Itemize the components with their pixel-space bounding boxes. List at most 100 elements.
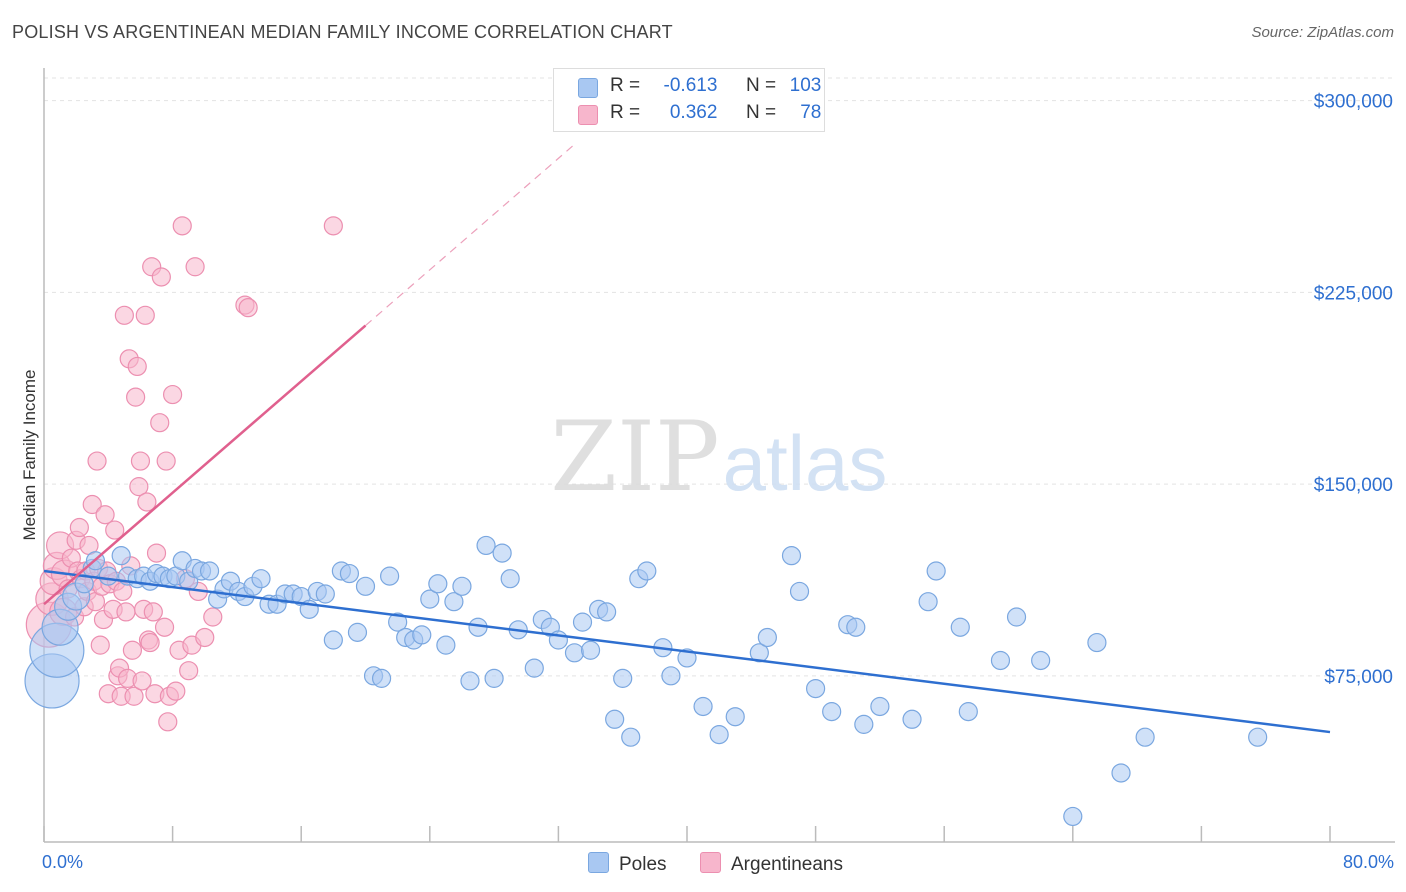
argentinean-point (130, 451, 151, 471)
poles-point (597, 602, 617, 622)
poles-legend-swatch (588, 852, 609, 873)
argentinean-point (82, 494, 102, 515)
poles-point (870, 696, 890, 717)
poles-trend-line (43, 569, 1331, 734)
argentinean-point (203, 607, 223, 627)
y-tick-label: $300,000 (1314, 92, 1393, 113)
poles-point (822, 702, 842, 722)
y-tick-labels: $75,000 $150,000 $225,000 $300,000 (1314, 92, 1393, 688)
poles-point (990, 650, 1011, 671)
poles-point (725, 707, 745, 727)
poles-point (709, 725, 729, 745)
chart-title: POLISH VS ARGENTINEAN MEDIAN FAMILY INCO… (12, 22, 673, 42)
poles-point (1006, 607, 1027, 627)
poles-point (388, 612, 408, 632)
argentineans-legend-swatch (700, 852, 721, 873)
poles-point (605, 709, 625, 729)
poles-point (1087, 632, 1107, 653)
poles-point (199, 561, 220, 581)
legend-r-value: -0.613 (663, 75, 718, 96)
poles-point (1135, 727, 1155, 747)
argentinean-point (140, 632, 160, 653)
argentinean-point (87, 451, 107, 471)
poles-point (98, 566, 118, 586)
argentinean-point (129, 477, 149, 497)
poles-point (846, 617, 866, 637)
poles-point (444, 592, 464, 612)
poles-point (524, 658, 544, 678)
poles-point (637, 561, 657, 581)
poles-point (1031, 650, 1051, 671)
poles-point (1063, 806, 1083, 827)
y-tick-label: $225,000 (1314, 283, 1393, 304)
argentinean-point (150, 413, 170, 433)
poles-point (572, 612, 593, 632)
argentinean-point (323, 216, 343, 236)
argentinean-point (126, 387, 146, 407)
poles-legend-label: Poles (619, 854, 667, 875)
argentinean-point (69, 517, 89, 538)
poles-point (950, 617, 970, 637)
trend-lines (43, 143, 1331, 734)
argentinean-point (137, 492, 157, 512)
poles-swatch (578, 78, 598, 98)
poles-point (621, 727, 641, 747)
legend-item-poles: Poles (588, 852, 667, 876)
argentinean-point (172, 216, 192, 236)
poles-point (958, 702, 978, 722)
legend-n-label: N = (745, 102, 777, 123)
argentinean-point (163, 384, 183, 405)
argentinean-point (90, 635, 110, 655)
poles-point (371, 668, 392, 688)
legend-n-value: 103 (789, 75, 822, 96)
poles-point (902, 709, 922, 729)
poles-point (323, 630, 343, 650)
argentinean-point (238, 298, 258, 318)
legend-r-label: R = (610, 75, 641, 96)
poles-point (476, 535, 496, 556)
correlation-legend: R = -0.613 N = 103 R = 0.362 N = 78 (553, 68, 825, 132)
poles-point (781, 546, 802, 566)
argentineans-swatch (578, 105, 598, 125)
poles-point (661, 666, 681, 686)
argentinean-point (127, 356, 147, 377)
argentinean-point (114, 305, 134, 325)
poles-point (484, 668, 504, 688)
watermark: ZIP atlas (550, 401, 887, 513)
poles-point (436, 635, 456, 655)
argentinean-point (151, 267, 171, 287)
legend-r-label: R = (610, 102, 641, 123)
poles-point (380, 566, 400, 586)
argentineans-trend-extension (365, 143, 575, 327)
argentinean-point (179, 661, 199, 681)
argentinean-point (156, 451, 176, 471)
watermark-zip: ZIP (550, 401, 719, 513)
poles-point (500, 569, 520, 589)
poles-point (805, 678, 826, 699)
poles-point (789, 581, 810, 602)
poles-point (613, 668, 633, 688)
poles-point (339, 563, 360, 584)
argentinean-point (95, 505, 115, 525)
poles-point (677, 648, 697, 668)
poles-point (428, 574, 448, 594)
argentinean-point (105, 520, 125, 540)
argentinean-point (122, 640, 143, 660)
argentinean-point (195, 627, 215, 648)
x-tick-max: 80.0% (1342, 852, 1394, 872)
poles-point (420, 589, 440, 609)
poles-point (854, 714, 874, 734)
poles-point (757, 627, 777, 648)
poles-point (918, 592, 938, 612)
argentineans-points (25, 216, 343, 732)
argentinean-point (143, 602, 163, 622)
argentinean-point (154, 617, 175, 637)
poles-point (492, 543, 512, 563)
argentinean-point (185, 257, 205, 277)
poles-points (24, 535, 1268, 827)
axes (43, 68, 1395, 843)
source-credit: Source: ZipAtlas.com (1251, 24, 1394, 41)
poles-point (347, 622, 368, 642)
argentinean-point (146, 543, 167, 563)
